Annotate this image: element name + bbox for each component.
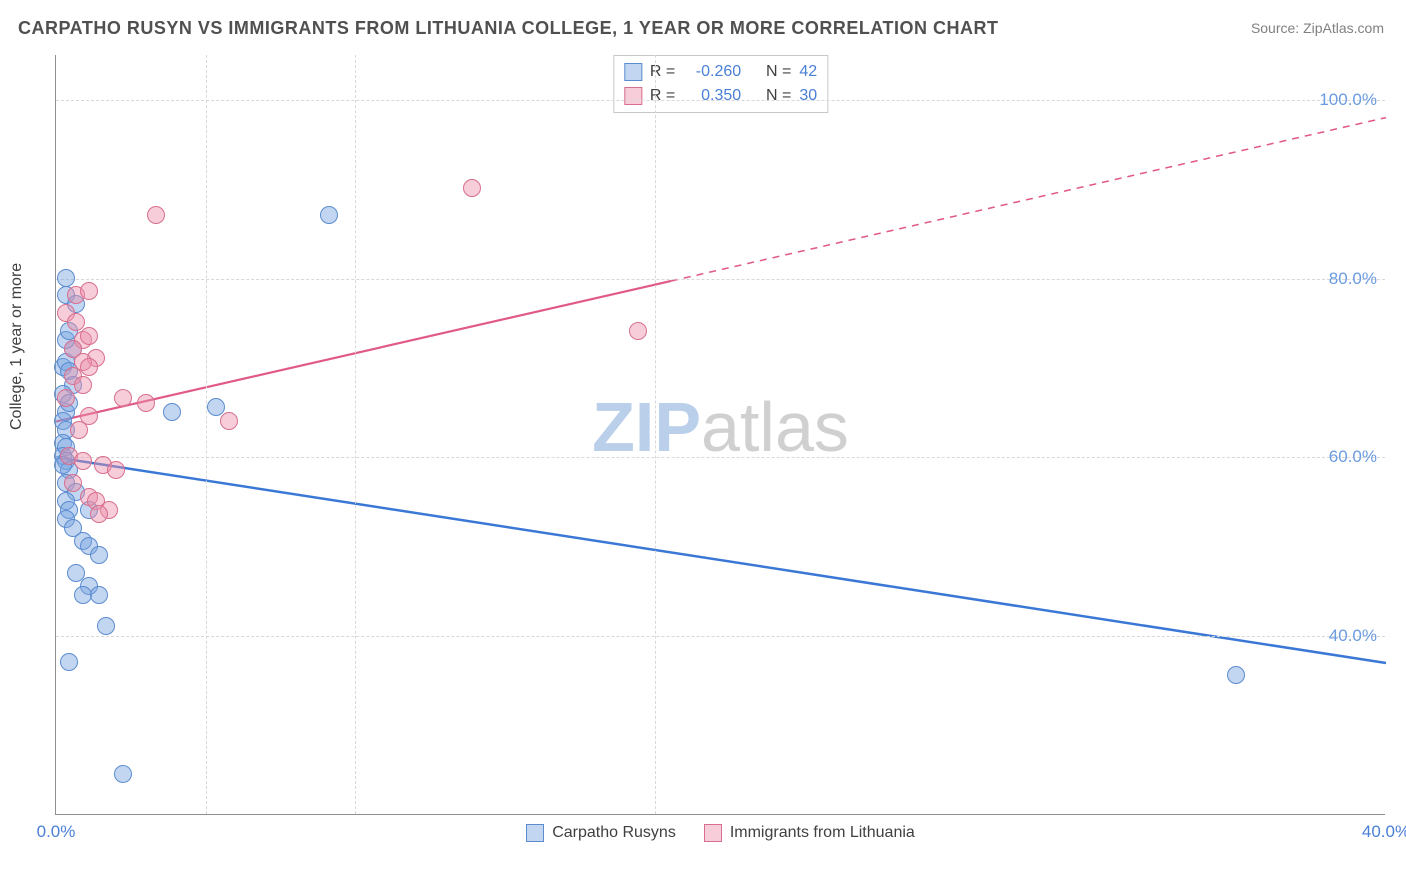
scatter-point [74, 586, 92, 604]
source-label: Source: ZipAtlas.com [1251, 20, 1384, 36]
y-tick-label: 100.0% [1319, 90, 1377, 110]
scatter-point [74, 376, 92, 394]
legend-swatch [624, 63, 642, 81]
gridline-horizontal [56, 279, 1385, 280]
x-tick-label: 40.0% [1362, 822, 1406, 842]
scatter-point [97, 617, 115, 635]
scatter-point [163, 403, 181, 421]
gridline-vertical [655, 55, 656, 814]
scatter-point [57, 389, 75, 407]
gridline-horizontal [56, 457, 1385, 458]
stat-r-value: -0.260 [683, 60, 741, 84]
stat-n-value: 42 [799, 60, 817, 84]
scatter-point [90, 586, 108, 604]
stat-r-value: 0.350 [683, 84, 741, 108]
correlation-stats-box: R =-0.260 N =42R =0.350 N =30 [613, 55, 828, 113]
scatter-point [90, 546, 108, 564]
scatter-point [107, 461, 125, 479]
chart-plot-area: ZIPatlas R =-0.260 N =42R =0.350 N =30 C… [55, 55, 1385, 815]
gridline-vertical [206, 55, 207, 814]
legend-item: Immigrants from Lithuania [704, 824, 915, 842]
y-tick-label: 60.0% [1329, 447, 1377, 467]
stat-row: R =-0.260 N =42 [624, 60, 817, 84]
scatter-point [463, 179, 481, 197]
scatter-point [137, 394, 155, 412]
gridline-horizontal [56, 100, 1385, 101]
y-tick-label: 40.0% [1329, 626, 1377, 646]
gridline-horizontal [56, 636, 1385, 637]
scatter-point [147, 206, 165, 224]
gridline-vertical [355, 55, 356, 814]
scatter-point [1227, 666, 1245, 684]
scatter-point [220, 412, 238, 430]
scatter-point [80, 282, 98, 300]
x-tick-label: 0.0% [37, 822, 76, 842]
scatter-point [80, 327, 98, 345]
scatter-point [629, 322, 647, 340]
scatter-point [320, 206, 338, 224]
scatter-point [64, 474, 82, 492]
scatter-point [60, 653, 78, 671]
scatter-point [57, 269, 75, 287]
legend-label: Immigrants from Lithuania [730, 824, 915, 842]
trend-line-solid [56, 457, 1386, 663]
scatter-point [114, 765, 132, 783]
stat-n-label: N = [766, 84, 791, 108]
legend-swatch [526, 824, 544, 842]
scatter-point [74, 452, 92, 470]
scatter-point [80, 358, 98, 376]
legend-item: Carpatho Rusyns [526, 824, 676, 842]
legend-swatch [624, 87, 642, 105]
trend-line-dashed [671, 118, 1386, 281]
chart-title: CARPATHO RUSYN VS IMMIGRANTS FROM LITHUA… [18, 18, 999, 39]
scatter-point [90, 505, 108, 523]
y-tick-label: 80.0% [1329, 269, 1377, 289]
stat-n-label: N = [766, 60, 791, 84]
stat-n-value: 30 [799, 84, 817, 108]
legend-label: Carpatho Rusyns [552, 824, 676, 842]
y-axis-label: College, 1 year or more [8, 263, 26, 430]
series-legend: Carpatho Rusyns Immigrants from Lithuania [56, 824, 1385, 842]
trend-lines-layer [56, 55, 1385, 814]
scatter-point [70, 421, 88, 439]
stat-row: R =0.350 N =30 [624, 84, 817, 108]
scatter-point [114, 389, 132, 407]
legend-swatch [704, 824, 722, 842]
